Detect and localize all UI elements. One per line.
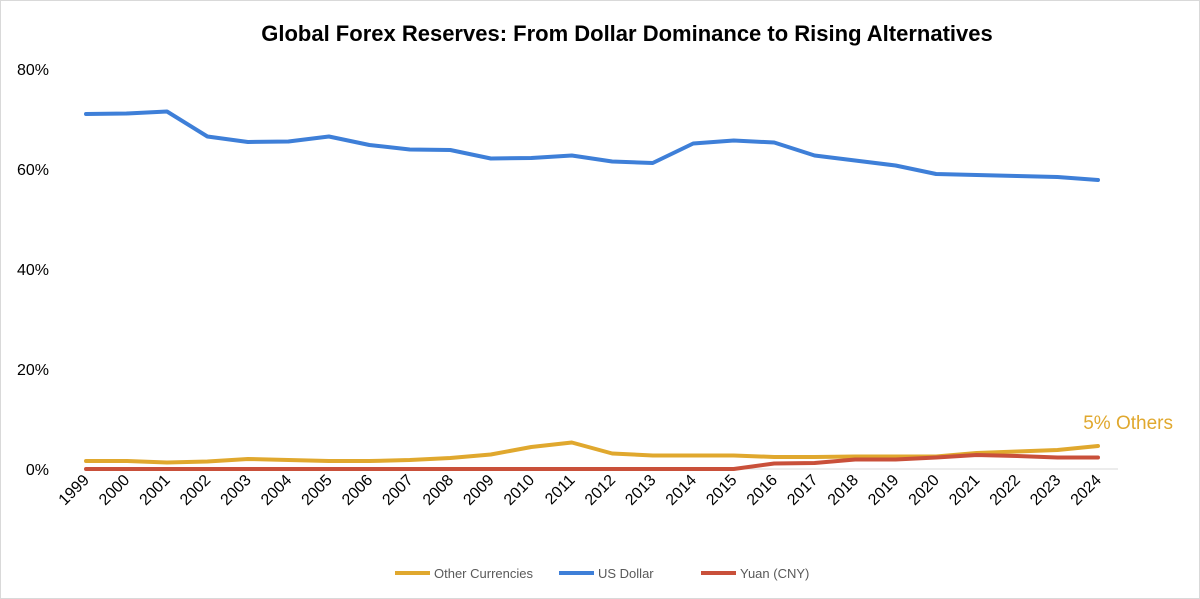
x-tick-label: 2012 — [582, 472, 619, 509]
x-tick-label: 2003 — [218, 472, 255, 509]
x-tick-label: 2006 — [339, 472, 376, 509]
x-tick-label: 2017 — [784, 472, 821, 509]
legend-label-other-currencies: Other Currencies — [434, 566, 533, 581]
x-tick-label: 2007 — [379, 472, 416, 509]
x-tick-label: 2020 — [906, 472, 943, 509]
y-axis: 0% 20% 40% 60% 80% — [17, 62, 49, 479]
x-tick-label: 2016 — [744, 472, 781, 509]
x-tick-label: 2015 — [703, 472, 740, 509]
x-tick-label: 2002 — [177, 472, 214, 509]
x-tick-label: 2005 — [299, 472, 336, 509]
series-line-us-dollar — [84, 109, 1100, 182]
y-tick-label: 40% — [17, 262, 49, 279]
x-tick-label: 2018 — [825, 472, 862, 509]
y-tick-label: 60% — [17, 162, 49, 179]
x-tick-label: 2021 — [946, 472, 983, 509]
x-tick-label: 2013 — [622, 472, 659, 509]
chart-title: Global Forex Reserves: From Dollar Domin… — [261, 21, 993, 46]
legend: Other Currencies US Dollar Yuan (CNY) — [395, 566, 809, 581]
x-tick-label: 2000 — [96, 472, 133, 509]
x-tick-label: 2011 — [542, 472, 578, 508]
x-tick-label: 2022 — [987, 472, 1024, 509]
x-tick-label: 2009 — [460, 472, 497, 509]
x-tick-label: 2010 — [501, 472, 538, 509]
x-tick-label: 2001 — [137, 472, 174, 509]
x-tick-label: 2004 — [258, 472, 295, 509]
y-tick-label: 0% — [26, 462, 49, 479]
y-tick-label: 80% — [17, 62, 49, 79]
x-tick-label: 2014 — [663, 472, 700, 509]
annotation-others-label: 5% Others — [1083, 413, 1173, 434]
series-line-other-currencies — [84, 440, 1100, 465]
x-tick-label: 2024 — [1068, 472, 1105, 509]
x-tick-label: 1999 — [56, 472, 93, 509]
x-tick-label: 2023 — [1027, 472, 1064, 509]
legend-label-yuan-cny: Yuan (CNY) — [740, 566, 809, 581]
series-layer — [84, 109, 1100, 471]
x-tick-label: 2019 — [865, 472, 902, 509]
x-tick-label: 2008 — [420, 472, 457, 509]
y-tick-label: 20% — [17, 362, 49, 379]
legend-label-us-dollar: US Dollar — [598, 566, 654, 581]
series-line-yuan-cny — [84, 453, 1100, 471]
x-axis: 1999 2000 2001 2002 2003 2004 2005 2006 2007 2008… — [56, 468, 1118, 509]
